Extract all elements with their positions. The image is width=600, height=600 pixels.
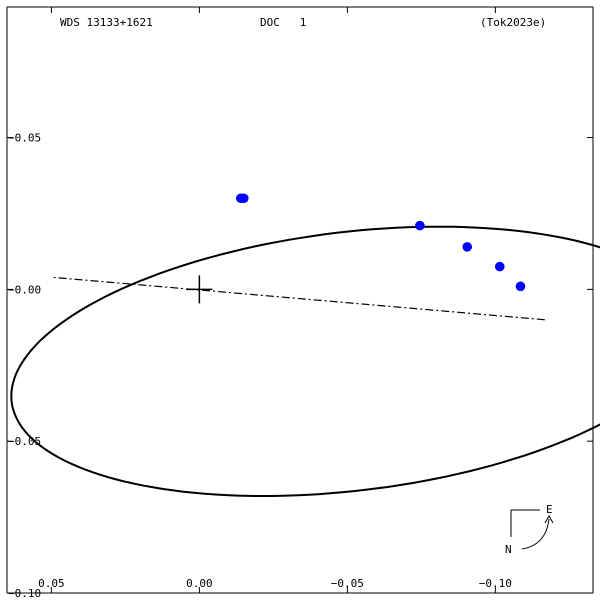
observation-point: [515, 281, 526, 292]
y-tick-label: −0.05: [8, 132, 41, 145]
plot-frame: [6, 6, 594, 594]
x-tick-label: −0.10: [479, 577, 512, 590]
y-tick-label: −0.00: [8, 283, 41, 296]
observation-point: [494, 261, 505, 272]
x-tick-label: −0.05: [331, 577, 364, 590]
compass-axes: [510, 509, 540, 537]
discoverer-label: DOC 1: [260, 16, 307, 29]
observation-point: [462, 242, 473, 252]
wds-id-label: WDS 13133+1621: [60, 16, 153, 29]
orbit-ellipse: [10, 225, 600, 497]
reference-label: (Tok2023e): [480, 16, 547, 29]
x-tick-label: 0.00: [186, 577, 213, 590]
y-tick-label: −0.10: [8, 587, 41, 600]
compass-arrowhead: [544, 514, 554, 524]
x-tick-label: 0.05: [38, 577, 65, 590]
compass-east-label: E: [546, 503, 553, 516]
line-of-nodes: [51, 276, 545, 321]
observation-point: [415, 220, 425, 231]
compass-north-label: N: [505, 543, 512, 556]
compass-arc: [521, 518, 550, 550]
observation-point: [236, 193, 246, 204]
